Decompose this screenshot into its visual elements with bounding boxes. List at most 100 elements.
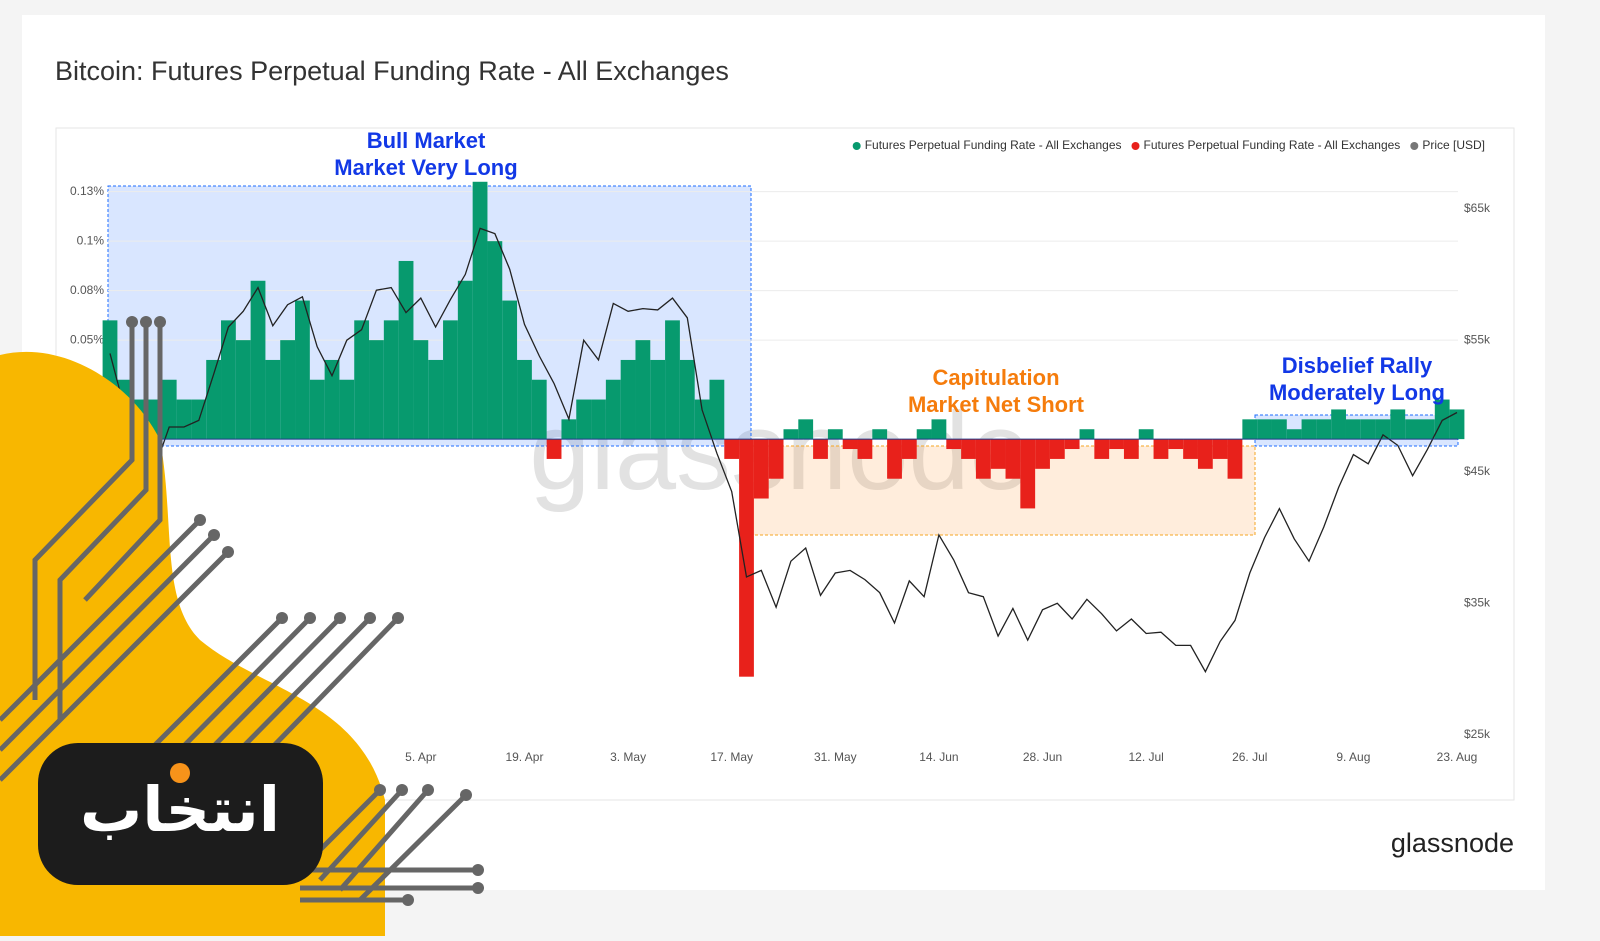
overlay-logo: انتخاب [0,316,484,936]
funding-bar [221,320,236,440]
chart-title: Bitcoin: Futures Perpetual Funding Rate … [55,56,729,86]
funding-bar [280,340,296,440]
funding-bar [753,439,769,499]
funding-bar [635,340,651,440]
funding-bar [576,399,592,440]
funding-bar [1079,429,1095,440]
y-tick-label: 0.1% [77,233,105,247]
funding-bar [827,429,843,440]
funding-bar [1064,439,1080,450]
x-tick-label: 3. May [610,750,646,764]
funding-bar [620,359,636,440]
funding-bar [235,340,251,440]
funding-bar [1109,439,1124,450]
funding-bar [1183,439,1198,459]
logo-coin [170,763,190,783]
funding-bar [561,419,577,440]
funding-bar [1257,419,1272,440]
funding-bar [1168,439,1184,450]
funding-bar [709,379,725,440]
funding-bar [961,439,976,459]
funding-bar [265,359,281,440]
x-tick-label: 12. Jul [1128,750,1163,764]
funding-bar [309,379,325,440]
funding-bar [502,300,518,440]
legend-marker [1131,142,1140,150]
funding-bar [1123,439,1139,459]
annotation: Capitulation [932,365,1059,390]
funding-bar [783,429,799,440]
funding-bar [1020,439,1036,509]
funding-bar [1434,399,1450,440]
plot: 0.05% 0.08% 0.1% 0.13% $25k $35k $45k $55k $65k 5… [70,128,1491,764]
funding-bar [428,359,444,440]
y-tick-label: 0.08% [70,283,104,297]
funding-bar [768,439,784,479]
funding-bar [1316,419,1332,440]
funding-bar [1138,429,1154,440]
legend-label: Futures Perpetual Funding Rate - All Exc… [865,138,1122,152]
y2-tick-label: $45k [1464,464,1491,478]
y2-tick-label: $55k [1464,332,1491,346]
y-tick-label: 0.13% [70,184,104,198]
logo-box [38,743,323,885]
funding-bar [931,419,947,440]
funding-bar [457,280,473,440]
funding-bar [1345,419,1361,440]
circuit-lines [0,322,478,903]
funding-bar [1005,439,1021,479]
y-tick-label: 0.05% [70,332,104,346]
funding-bar [694,399,710,440]
funding-bar [739,439,754,677]
funding-bar [1375,419,1391,440]
funding-bar [605,379,621,440]
funding-bar [887,439,902,479]
x-tick-label: 31. May [814,750,857,764]
funding-bar [1301,419,1317,440]
x-tick-label: 9. Aug [1336,750,1370,764]
x-tick-label: 28. Jun [1023,750,1062,764]
funding-bar [487,241,503,440]
annotation: Disbelief Rally [1282,353,1433,378]
funding-bar [872,429,888,440]
funding-bar [1153,439,1169,459]
brand-logo: glassnode [1391,828,1514,858]
funding-bar [901,439,917,459]
funding-bar [324,359,340,440]
funding-bar [1449,409,1465,440]
funding-bar [1035,439,1050,469]
funding-bar [1286,429,1302,440]
funding-bar [413,340,429,440]
y2-tick-label: $25k [1464,727,1491,741]
legend-marker [852,142,861,150]
funding-bar [398,260,414,440]
legend-label: Price [USD] [1422,138,1485,152]
funding-bar [531,379,547,440]
legend-marker [1410,142,1419,150]
funding-bar [161,379,177,440]
annotation: Bull Market [367,128,486,153]
funding-bar [591,399,606,440]
funding-bar [665,320,680,440]
funding-bar [1242,419,1258,440]
logo-text: انتخاب [80,773,280,846]
funding-bar [1197,439,1213,469]
x-tick-label: 19. Apr [505,750,543,764]
funding-bar [176,399,192,440]
y2-tick-label: $65k [1464,201,1491,215]
circuit-dots [126,316,484,906]
funding-bar [517,359,532,440]
funding-bar [975,439,991,479]
legend-label: Futures Perpetual Funding Rate - All Exc… [1144,138,1401,152]
funding-bar [1049,439,1065,459]
funding-bar [724,439,740,459]
funding-bar [679,359,695,440]
x-tick-label: 23. Aug [1437,750,1478,764]
funding-bar [383,320,399,440]
funding-bar [650,359,666,440]
funding-bar [1212,439,1228,459]
x-tick-label: 26. Jul [1232,750,1267,764]
annotation: Moderately Long [1269,380,1445,405]
annotation: Market Net Short [908,392,1085,417]
